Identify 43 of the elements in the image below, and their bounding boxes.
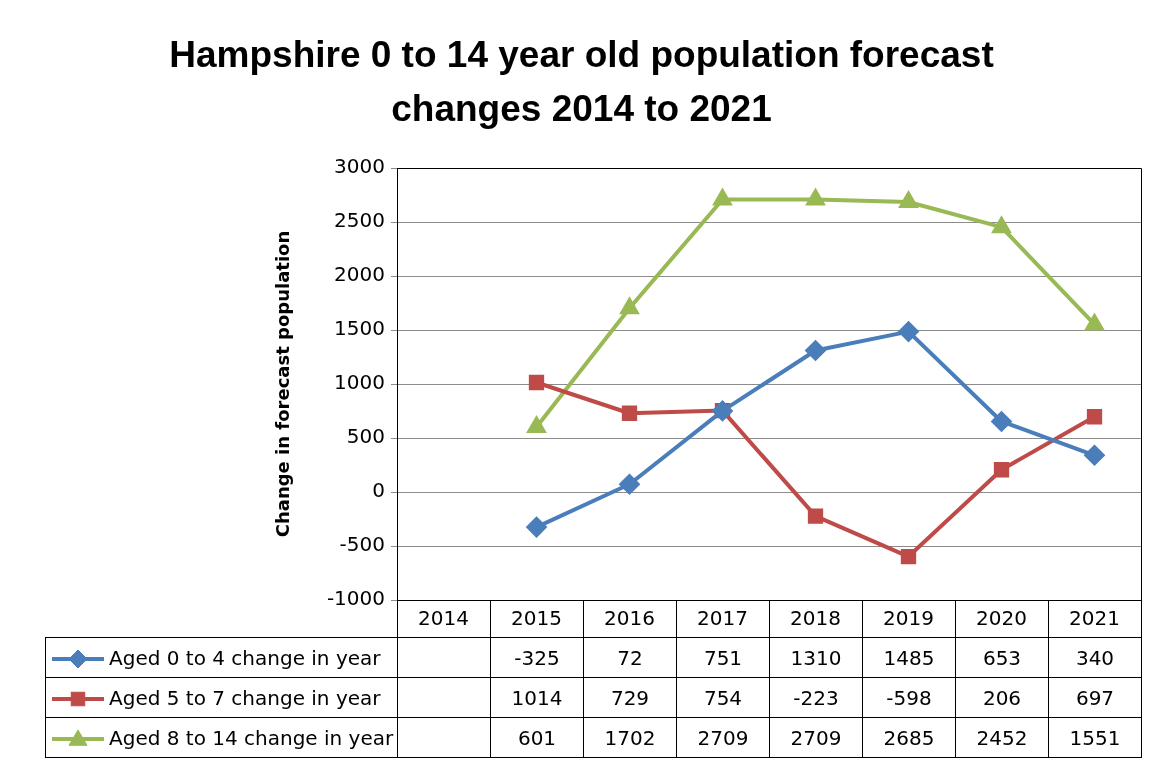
data-label: 1014	[490, 677, 584, 718]
x-tick-label: 2018	[790, 606, 841, 631]
data-label: 729	[583, 677, 677, 718]
legend-label: Aged 0 to 4 change in year	[109, 645, 381, 670]
y-tick-label: 2500	[334, 208, 385, 233]
data-label: 697	[1048, 677, 1142, 718]
data-label: 1702	[583, 717, 677, 758]
y-tick-label: 2000	[334, 262, 385, 287]
data-label: 1310	[769, 637, 863, 678]
y-tick-label: 500	[346, 424, 385, 449]
data-label: 1551	[1048, 717, 1142, 758]
data-label: 1485	[862, 637, 956, 678]
y-axis-title: Change in forecast population	[272, 230, 294, 538]
x-tick-label: 2015	[511, 606, 562, 631]
data-label: 2685	[862, 717, 956, 758]
data-label: 754	[676, 677, 770, 718]
x-tick-label: 2020	[976, 606, 1027, 631]
x-tick-label: 2016	[604, 606, 655, 631]
x-tick-label: 2019	[883, 606, 934, 631]
x-tick-label: 2014	[418, 606, 469, 631]
y-tick-label: 3000	[334, 154, 385, 179]
y-tick-label: -500	[339, 532, 385, 557]
y-tick-label: 1500	[334, 316, 385, 341]
y-tick-label: 1000	[334, 370, 385, 395]
data-label: -325	[490, 637, 584, 678]
data-label: 340	[1048, 637, 1142, 678]
data-label: 601	[490, 717, 584, 758]
data-label: 653	[955, 637, 1049, 678]
y-tick-label: -1000	[326, 586, 385, 611]
data-label: 206	[955, 677, 1049, 718]
data-label: -598	[862, 677, 956, 718]
data-label: 751	[676, 637, 770, 678]
legend-label: Aged 8 to 14 change in year	[109, 725, 394, 750]
data-label: 2709	[676, 717, 770, 758]
data-label: 2452	[955, 717, 1049, 758]
data-label: 2709	[769, 717, 863, 758]
x-tick-label: 2017	[697, 606, 748, 631]
data-label: -223	[769, 677, 863, 718]
x-tick-label: 2021	[1069, 606, 1120, 631]
chart-title: Hampshire 0 to 14 year old population forecast changes 2014 to 2021	[168, 33, 995, 131]
y-tick-label: 0	[372, 478, 385, 503]
data-label: 72	[583, 637, 677, 678]
legend-label: Aged 5 to 7 change in year	[109, 685, 381, 710]
